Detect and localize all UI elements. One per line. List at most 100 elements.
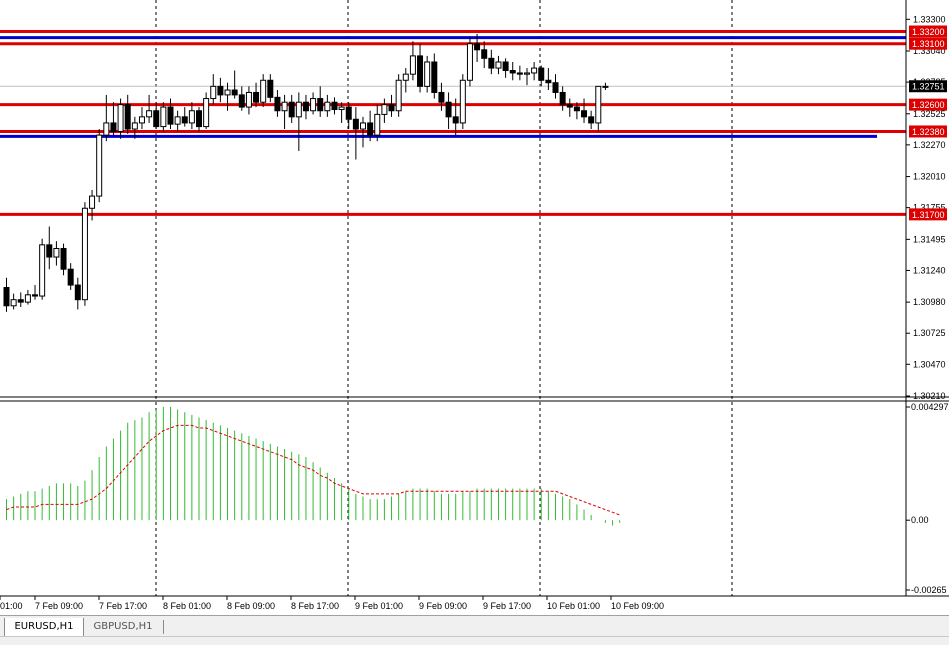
candle-bear xyxy=(417,55,424,87)
indicator-tick-label: -0.00265 xyxy=(911,585,947,595)
horizontal-levels[interactable] xyxy=(0,30,906,216)
candle-bull xyxy=(295,101,302,118)
candle-bear xyxy=(516,72,523,75)
time-tick-label: 10 Feb 01:00 xyxy=(547,601,600,611)
time-tick-label: 8 Feb 01:00 xyxy=(163,601,211,611)
candle-bull xyxy=(103,122,110,136)
candle-bear xyxy=(538,67,545,81)
candle-bull xyxy=(39,244,46,297)
candle-bear xyxy=(331,101,338,111)
indicator-tick-label: 0.00 xyxy=(911,515,929,525)
candle-bear xyxy=(345,106,352,120)
candle-bull xyxy=(459,79,466,124)
candle-bear xyxy=(274,96,281,112)
price-label-box xyxy=(909,98,947,111)
candle-bull xyxy=(324,101,331,112)
candle-bull xyxy=(117,104,124,132)
candle-bear xyxy=(352,118,359,130)
candle-bull xyxy=(160,106,167,128)
candle-bear xyxy=(231,89,238,96)
candle-bull xyxy=(466,43,473,81)
candle-bear xyxy=(181,116,188,124)
candle-bull xyxy=(188,110,195,124)
candle-bull xyxy=(245,91,252,108)
candle-bull xyxy=(310,98,317,112)
time-tick-label: 8 Feb 09:00 xyxy=(227,601,275,611)
candle-bull xyxy=(495,61,502,69)
candles xyxy=(3,33,609,312)
tab-gbpusd[interactable]: GBPUSD,H1 xyxy=(93,621,153,632)
candle-bull xyxy=(531,67,538,74)
time-tick-label: 9 Feb 09:00 xyxy=(419,601,467,611)
price-label-text: 1.32600 xyxy=(912,100,945,110)
candle-bear xyxy=(302,101,309,112)
price-tick-label: 1.30725 xyxy=(913,328,946,338)
candle-bear xyxy=(581,110,588,118)
candle-bear xyxy=(253,91,260,103)
tab-eurusd[interactable]: EURUSD,H1 xyxy=(4,618,84,637)
price-labels: 1.33200 1.33100 1.32751 1.32600 1.32380 1.317… xyxy=(909,25,947,221)
price-tick-label: 1.30210 xyxy=(913,391,946,401)
candle-bull xyxy=(424,61,431,87)
price-tick-label: 1.33300 xyxy=(913,14,946,24)
candle-bull xyxy=(395,79,402,112)
price-tick-label: 1.32525 xyxy=(913,109,946,119)
candle-bull xyxy=(402,73,409,81)
candle-bear xyxy=(238,94,245,108)
candle-bear xyxy=(388,104,395,112)
candle-bull xyxy=(131,122,138,130)
time-tick-label: 8 Feb 17:00 xyxy=(291,601,339,611)
price-label-text: 1.31700 xyxy=(912,210,945,220)
candle-bull xyxy=(24,294,31,303)
candle-bear xyxy=(74,284,81,301)
candle-bull xyxy=(602,85,609,88)
chart-area[interactable]: 1.333001.330401.327851.325251.322701.320… xyxy=(0,0,949,615)
price-label-box xyxy=(909,25,947,38)
candle-bear xyxy=(488,57,495,69)
candle-bear xyxy=(559,91,566,106)
price-tick-label: 1.31755 xyxy=(913,203,946,213)
candle-bull xyxy=(595,85,602,124)
time-tick-label: 9 Feb 01:00 xyxy=(355,601,403,611)
price-tick-label: 1.30980 xyxy=(913,297,946,307)
candle-bear xyxy=(60,247,67,270)
price-label-box xyxy=(909,37,947,50)
candle-bull xyxy=(374,113,381,136)
candle-bear xyxy=(67,268,74,286)
price-label-box xyxy=(909,125,947,138)
candle-bear xyxy=(367,122,374,136)
axes: 1.333001.330401.327851.325251.322701.320… xyxy=(0,0,949,611)
candle-bull xyxy=(174,116,181,125)
candle-bull xyxy=(96,134,103,197)
price-label-text: 1.33200 xyxy=(912,27,945,37)
indicator-tick-label: 0.004297 xyxy=(911,402,949,412)
price-tick-label: 1.31495 xyxy=(913,234,946,244)
time-tick-label: 9 Feb 17:00 xyxy=(483,601,531,611)
price-label-text: 1.32751 xyxy=(912,82,945,92)
candle-bear xyxy=(3,287,10,307)
candle-bull xyxy=(203,98,210,128)
candle-bear xyxy=(431,61,438,93)
candle-bull xyxy=(381,104,388,115)
candle-bull xyxy=(523,72,530,75)
price-tick-label: 1.32270 xyxy=(913,140,946,150)
candle-bear xyxy=(481,49,488,59)
candle-bear xyxy=(438,91,445,103)
candle-bear xyxy=(124,104,131,130)
candle-bear xyxy=(509,70,516,74)
candle-bear xyxy=(474,43,481,51)
time-tick-label: 01:00 xyxy=(0,601,23,611)
candle-bull xyxy=(338,106,345,111)
candle-bear xyxy=(317,98,324,112)
candle-bear xyxy=(167,106,174,125)
time-tick-label: 7 Feb 09:00 xyxy=(35,601,83,611)
tab-separator xyxy=(163,620,164,634)
candle-bull xyxy=(360,122,366,130)
candle-bear xyxy=(17,299,24,303)
macd-signal-line xyxy=(6,424,620,516)
candle-bear xyxy=(573,106,580,112)
price-tick-label: 1.33040 xyxy=(913,46,946,56)
price-label-text: 1.33100 xyxy=(912,39,945,49)
candle-bull xyxy=(81,207,88,301)
candle-bear xyxy=(502,61,509,72)
